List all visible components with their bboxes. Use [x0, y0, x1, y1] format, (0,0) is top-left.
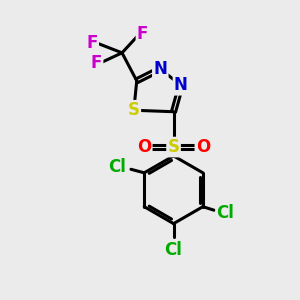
- Text: Cl: Cl: [108, 158, 126, 176]
- Text: Cl: Cl: [217, 204, 235, 222]
- Text: O: O: [196, 138, 210, 156]
- Text: O: O: [137, 138, 151, 156]
- Text: Cl: Cl: [165, 241, 182, 259]
- Text: N: N: [174, 76, 188, 94]
- Text: S: S: [128, 101, 140, 119]
- Text: F: F: [91, 54, 102, 72]
- Text: N: N: [153, 60, 167, 78]
- Text: F: F: [86, 34, 98, 52]
- Text: F: F: [137, 25, 148, 43]
- Text: S: S: [168, 138, 180, 156]
